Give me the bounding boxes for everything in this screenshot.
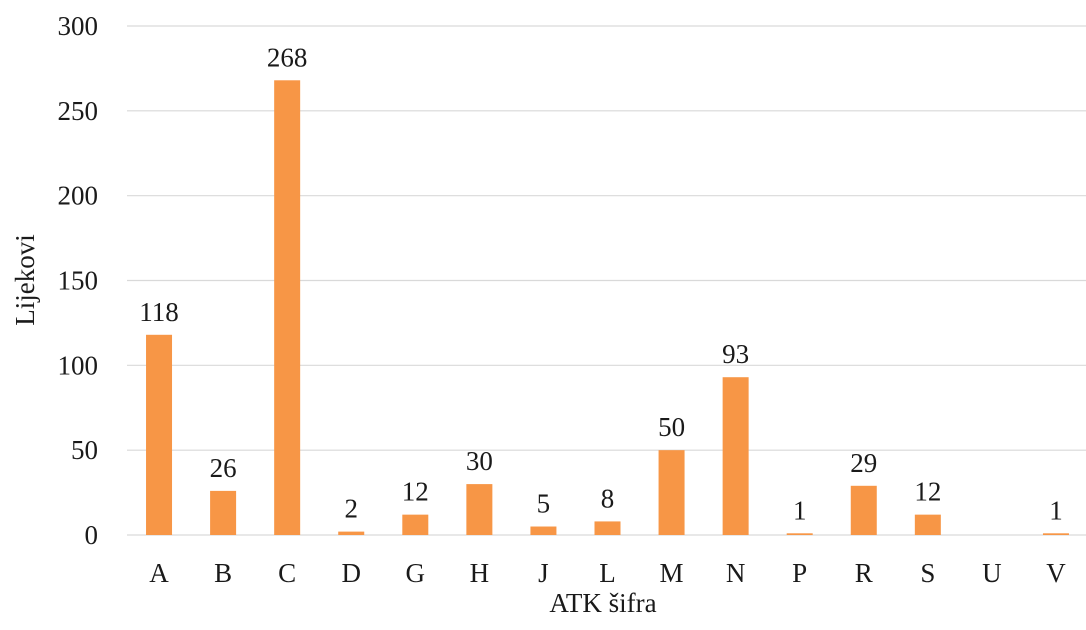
bar-M xyxy=(658,450,685,535)
data-label-S: 12 xyxy=(914,477,941,507)
x-tick-label-C: C xyxy=(278,558,296,588)
bar-A xyxy=(146,334,173,535)
x-tick-label-H: H xyxy=(470,558,490,588)
data-label-N: 93 xyxy=(722,339,749,369)
y-axis-title: Lijekovi xyxy=(10,234,40,325)
data-label-P: 1 xyxy=(793,495,807,525)
gridlines xyxy=(127,25,1086,536)
y-tick-label: 300 xyxy=(58,11,99,41)
bar-J xyxy=(530,526,557,535)
data-label-D: 2 xyxy=(344,494,358,524)
data-label-C: 268 xyxy=(267,42,308,72)
x-tick-label-U: U xyxy=(982,558,1002,588)
y-tick-label: 150 xyxy=(58,266,99,296)
x-tick-label-A: A xyxy=(149,558,169,588)
x-tick-label-S: S xyxy=(920,558,935,588)
data-label-B: 26 xyxy=(210,453,237,483)
data-label-R: 29 xyxy=(850,448,877,478)
y-tick-label: 200 xyxy=(58,181,99,211)
y-tick-label: 100 xyxy=(58,350,99,380)
y-axis-ticks: 0 50 100 150 200 250 300 xyxy=(58,11,99,550)
bar-P xyxy=(786,533,813,535)
bar-C xyxy=(274,80,301,535)
bar-B xyxy=(210,490,237,535)
bars xyxy=(146,80,1069,535)
x-tick-label-G: G xyxy=(406,558,426,588)
x-tick-label-B: B xyxy=(214,558,232,588)
x-axis-title: ATK šifra xyxy=(549,588,656,618)
bar-G xyxy=(402,514,429,535)
bar-H xyxy=(466,484,493,535)
x-tick-label-N: N xyxy=(726,558,746,588)
x-tick-label-V: V xyxy=(1046,558,1066,588)
y-tick-label: 50 xyxy=(71,435,98,465)
y-tick-label: 250 xyxy=(58,96,99,126)
data-labels: 118 26 268 2 12 30 5 8 50 93 1 29 12 1 xyxy=(139,42,1062,525)
bar-D xyxy=(338,531,365,535)
data-label-H: 30 xyxy=(466,446,493,476)
data-label-A: 118 xyxy=(139,297,179,327)
bar-V xyxy=(1042,533,1069,535)
bar-S xyxy=(914,514,941,535)
data-label-M: 50 xyxy=(658,412,685,442)
data-label-J: 5 xyxy=(537,489,551,519)
x-tick-label-J: J xyxy=(538,558,549,588)
x-tick-label-R: R xyxy=(855,558,873,588)
x-tick-label-P: P xyxy=(792,558,807,588)
data-label-L: 8 xyxy=(601,483,615,513)
data-label-V: 1 xyxy=(1049,495,1063,525)
x-tick-label-D: D xyxy=(341,558,361,588)
bar-L xyxy=(594,521,621,535)
bar-N xyxy=(722,377,749,535)
bar-R xyxy=(850,485,877,535)
x-tick-label-L: L xyxy=(599,558,616,588)
y-tick-label: 0 xyxy=(85,520,99,550)
x-tick-label-M: M xyxy=(660,558,684,588)
data-label-G: 12 xyxy=(402,477,429,507)
